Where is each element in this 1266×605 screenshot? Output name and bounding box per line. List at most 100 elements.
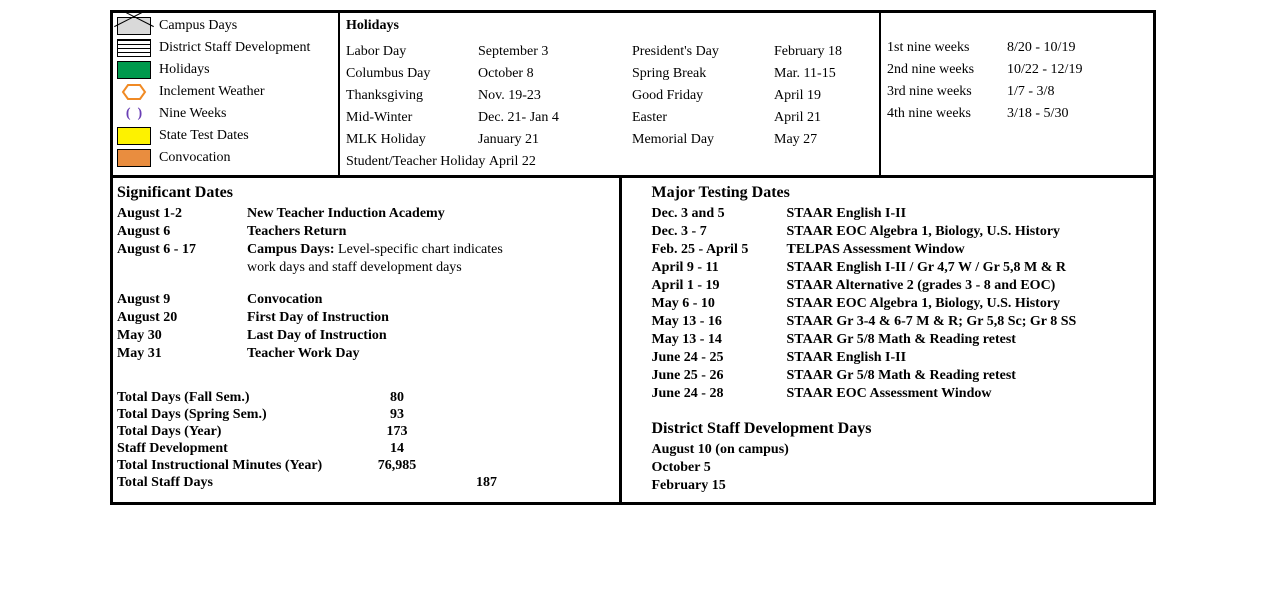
holiday-name-text: Student/Teacher Holiday xyxy=(346,154,485,170)
spacer xyxy=(117,276,611,290)
sig-event: Teachers Return xyxy=(247,224,611,240)
total-value: 93 xyxy=(357,407,437,423)
hexagon-icon xyxy=(121,83,147,101)
sig-date: August 6 - 17 xyxy=(117,242,247,258)
total-label: Staff Development xyxy=(117,441,357,457)
testing-row: June 24 - 25STAAR English I-II xyxy=(652,350,1146,366)
holiday-name: MLK Holiday xyxy=(346,129,466,151)
holiday-date: October 8 xyxy=(478,63,608,85)
top-section: Campus Days District Staff Development H… xyxy=(113,13,1153,178)
total-row: Total Days (Spring Sem.) 93 xyxy=(117,407,611,423)
nine-weeks-range: 8/20 - 10/19 xyxy=(1007,40,1127,56)
testing-row: Dec. 3 - 7STAAR EOC Algebra 1, Biology, … xyxy=(652,224,1146,240)
section-title: Major Testing Dates xyxy=(652,184,1146,202)
holiday-dates-right: February 18 Mar. 11-15 April 19 April 21… xyxy=(768,39,875,175)
holidays-swatch xyxy=(117,61,151,79)
convocation-swatch xyxy=(117,149,151,167)
nine-weeks-swatch: ( ) xyxy=(117,106,151,122)
legend-row: Convocation xyxy=(113,147,338,169)
test-date: April 1 - 19 xyxy=(652,278,787,294)
nine-weeks-row: 4th nine weeks 3/18 - 5/30 xyxy=(887,103,1147,125)
test-name: STAAR English I-II xyxy=(787,350,1146,366)
test-name: TELPAS Assessment Window xyxy=(787,242,1146,258)
sig-date: August 1-2 xyxy=(117,206,247,222)
testing-row: May 13 - 16STAAR Gr 3-4 & 6-7 M & R; Gr … xyxy=(652,314,1146,330)
spacer-row xyxy=(887,15,1147,37)
sig-event: New Teacher Induction Academy xyxy=(247,206,611,222)
holidays-header: Holidays xyxy=(340,13,879,39)
totals-section: Total Days (Fall Sem.) 80 Total Days (Sp… xyxy=(117,390,611,491)
bottom-section: Significant Dates August 1-2 New Teacher… xyxy=(113,178,1153,502)
test-name: STAAR EOC Algebra 1, Biology, U.S. Histo… xyxy=(787,296,1146,312)
test-name: STAAR Gr 5/8 Math & Reading retest xyxy=(787,332,1146,348)
test-name: STAAR Gr 3-4 & 6-7 M & R; Gr 5,8 Sc; Gr … xyxy=(787,314,1146,330)
total-label: Total Staff Days xyxy=(117,475,357,491)
legend-row: ( ) Nine Weeks xyxy=(113,103,338,125)
testing-rows: Dec. 3 and 5STAAR English I-II Dec. 3 - … xyxy=(652,206,1146,402)
nine-weeks-range: 1/7 - 3/8 xyxy=(1007,84,1127,100)
sig-date: August 20 xyxy=(117,310,247,326)
holiday-date: Mar. 11-15 xyxy=(774,63,869,85)
nine-weeks-range: 10/22 - 12/19 xyxy=(1007,62,1127,78)
nine-weeks-row: 2nd nine weeks 10/22 - 12/19 xyxy=(887,59,1147,81)
test-date: Dec. 3 - 7 xyxy=(652,224,787,240)
holiday-name: Columbus Day xyxy=(346,63,466,85)
nine-weeks-range: 3/18 - 5/30 xyxy=(1007,106,1127,122)
section-title: District Staff Development Days xyxy=(652,420,1146,438)
nine-weeks-label: 2nd nine weeks xyxy=(887,62,1007,78)
significant-row: August 6 - 17 Campus Days: Level-specifi… xyxy=(117,242,611,258)
total-row: Total Staff Days 187 xyxy=(117,475,611,491)
total-row: Total Instructional Minutes (Year) 76,98… xyxy=(117,458,611,474)
total-label: Total Days (Fall Sem.) xyxy=(117,390,357,406)
holiday-name: Easter xyxy=(632,107,762,129)
holiday-date: April 21 xyxy=(774,107,869,129)
test-name: STAAR EOC Assessment Window xyxy=(787,386,1146,402)
legend-label: State Test Dates xyxy=(159,128,249,144)
holiday-name: Good Friday xyxy=(632,85,762,107)
legend-label: Holidays xyxy=(159,62,210,78)
test-date: June 24 - 28 xyxy=(652,386,787,402)
total-value: 14 xyxy=(357,441,437,457)
total-value: 76,985 xyxy=(357,458,437,474)
test-date: Dec. 3 and 5 xyxy=(652,206,787,222)
holiday-date: January 21 xyxy=(478,129,608,151)
sig-date: May 31 xyxy=(117,346,247,362)
sig-event: Campus Days: Level-specific chart indica… xyxy=(247,242,611,258)
total-label: Total Days (Spring Sem.) xyxy=(117,407,357,423)
legend-label: District Staff Development xyxy=(159,40,310,56)
test-name: STAAR Gr 5/8 Math & Reading retest xyxy=(787,368,1146,384)
total-value: 187 xyxy=(357,475,501,491)
testing-row: May 6 - 10STAAR EOC Algebra 1, Biology, … xyxy=(652,296,1146,312)
calendar-key-table: Campus Days District Staff Development H… xyxy=(110,10,1156,505)
test-name: STAAR English I-II xyxy=(787,206,1146,222)
nine-weeks-row: 3rd nine weeks 1/7 - 3/8 xyxy=(887,81,1147,103)
nine-weeks-section: 1st nine weeks 8/20 - 10/19 2nd nine wee… xyxy=(881,13,1153,175)
significant-row: May 31 Teacher Work Day xyxy=(117,346,611,362)
sig-date: August 6 xyxy=(117,224,247,240)
legend: Campus Days District Staff Development H… xyxy=(113,13,340,175)
total-value: 80 xyxy=(357,390,437,406)
test-date: May 6 - 10 xyxy=(652,296,787,312)
test-name: STAAR Alternative 2 (grades 3 - 8 and EO… xyxy=(787,278,1146,294)
holiday-name: Thanksgiving xyxy=(346,85,466,107)
test-name: STAAR EOC Algebra 1, Biology, U.S. Histo… xyxy=(787,224,1146,240)
sig-event: Last Day of Instruction xyxy=(247,328,611,344)
total-row: Staff Development 14 xyxy=(117,441,611,457)
sig-event: First Day of Instruction xyxy=(247,310,611,326)
testing-and-dev-section: Major Testing Dates Dec. 3 and 5STAAR En… xyxy=(622,178,1154,502)
legend-row: Campus Days xyxy=(113,15,338,37)
holidays-section: Holidays Labor Day Columbus Day Thanksgi… xyxy=(340,13,881,175)
inclement-weather-swatch xyxy=(117,83,151,101)
holiday-date: May 27 xyxy=(774,129,869,151)
test-date: May 13 - 16 xyxy=(652,314,787,330)
sig-subline: work days and staff development days xyxy=(247,260,611,276)
state-test-swatch xyxy=(117,127,151,145)
nine-weeks-label: 1st nine weeks xyxy=(887,40,1007,56)
testing-row: Feb. 25 - April 5TELPAS Assessment Windo… xyxy=(652,242,1146,258)
total-label: Total Days (Year) xyxy=(117,424,357,440)
test-date: June 25 - 26 xyxy=(652,368,787,384)
significant-row: August 6 Teachers Return xyxy=(117,224,611,240)
holiday-date: April 19 xyxy=(774,85,869,107)
holiday-name: President's Day xyxy=(632,41,762,63)
total-value: 173 xyxy=(357,424,437,440)
